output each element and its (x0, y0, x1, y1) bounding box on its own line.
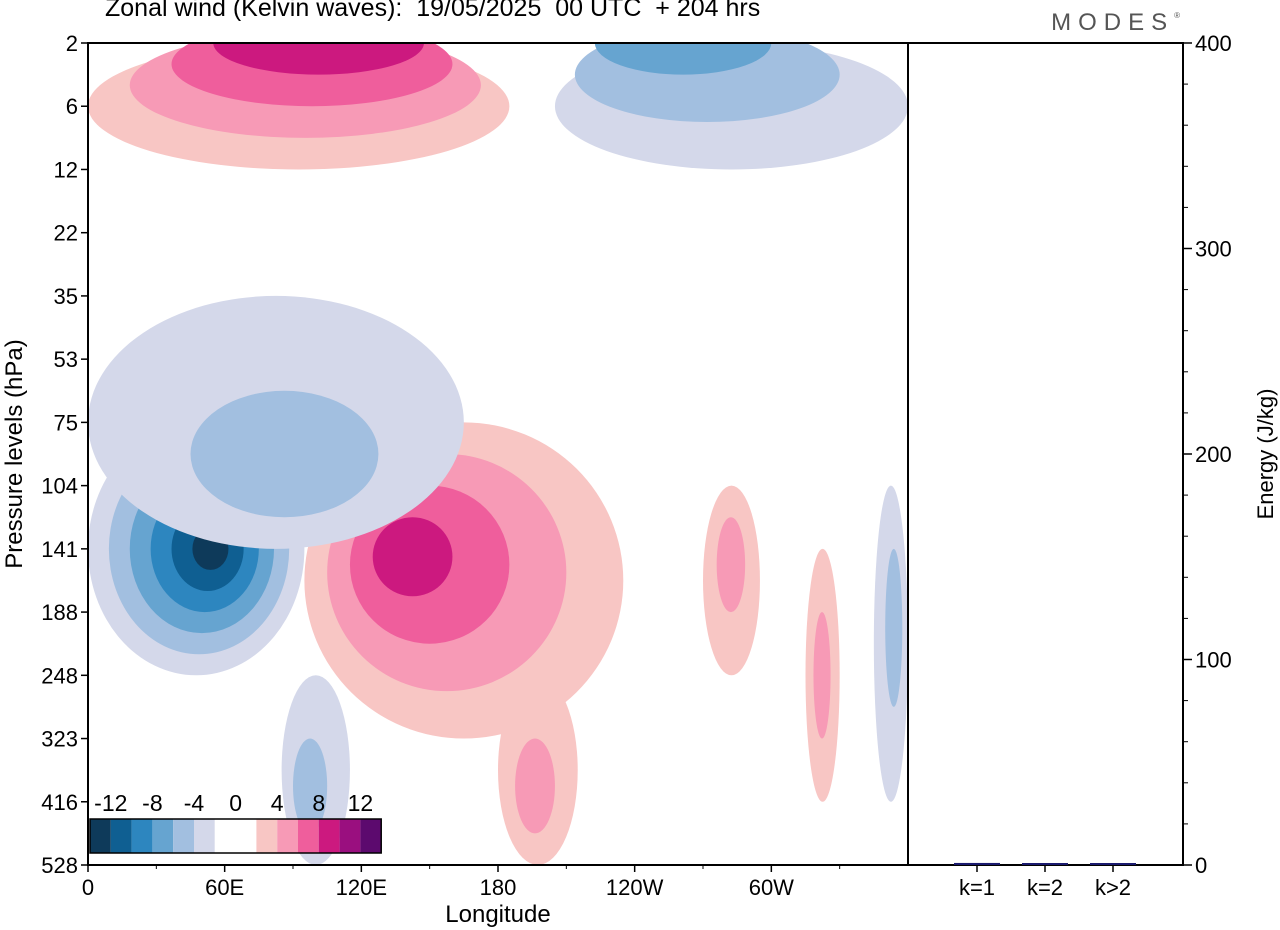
energy-tick-label: 0 (1195, 853, 1207, 878)
wind-anomaly-negative-10 (554, 0, 908, 170)
y-tick-label: 6 (66, 94, 78, 119)
wind-anomaly-positive-9 (88, 0, 510, 170)
energy-tick-label: 200 (1195, 442, 1232, 467)
energy-tick-label: 100 (1195, 648, 1232, 673)
energy-category-label: k=2 (1027, 875, 1063, 900)
energy-axis-label: Energy (J/kg) (1253, 389, 1278, 520)
colorbar-swatch (90, 819, 111, 853)
colorbar-swatch (256, 819, 278, 853)
contour-level--4 (885, 548, 903, 707)
wind-anomaly-negative-4 (281, 675, 350, 865)
wind-anomaly-negative-8 (873, 485, 908, 802)
y-tick-label: 104 (41, 474, 78, 499)
colorbar-label: 4 (271, 790, 284, 816)
wind-anomaly-negative-1 (88, 422, 305, 676)
colorbar-swatch (131, 819, 153, 853)
colorbar-swatch (339, 819, 361, 853)
energy-category-label: k>2 (1095, 875, 1131, 900)
contour-level-4 (515, 738, 555, 834)
colorbar-label: 12 (348, 790, 374, 816)
y-tick-label: 141 (41, 537, 78, 562)
energy-tick-label: 400 (1195, 31, 1232, 56)
energy-axis: 0 100 200 300 400 (1183, 31, 1232, 878)
colorbar-swatch (277, 819, 298, 853)
wind-anomaly-positive-6 (805, 548, 840, 802)
contour-level--4 (574, 43, 840, 123)
x-axis-label: Longitude (445, 901, 550, 928)
colorbar-swatch (110, 819, 132, 853)
y-tick-label: 323 (41, 727, 78, 752)
contour-level--4 (293, 738, 328, 834)
colorbar-border (89, 818, 382, 854)
colorbar-swatch (214, 819, 236, 853)
y-tick-label: 528 (41, 853, 78, 878)
pressure-axis: 2 6 12 22 35 53 75 104 141 188 248 323 416 528 (41, 31, 88, 878)
energy-tick-label: 300 (1195, 237, 1232, 262)
colorbar-label: -8 (142, 790, 162, 816)
page-title: Zonal wind (Kelvin waves): 19/05/2025 00… (105, 0, 761, 22)
brand-logo: MODES® (1051, 9, 1180, 37)
colorbar-swatch (152, 819, 174, 853)
energy-category-label: k=1 (959, 875, 995, 900)
colorbar-label: -12 (94, 790, 127, 816)
y-axis-label: Pressure levels (hPa) (1, 339, 28, 568)
contour-level-4 (813, 612, 831, 739)
y-tick-label: 248 (41, 663, 78, 688)
x-tick-label: 180 (480, 875, 517, 900)
wind-anomaly-positive-5 (498, 675, 578, 865)
contour-level--8 (615, 0, 703, 27)
energy-bars: k=1 k=2 k>2 (954, 862, 1136, 900)
colorbar-swatch (298, 819, 319, 853)
x-tick-label: 60E (205, 875, 244, 900)
wind-field (88, 0, 908, 865)
colorbar-label: 8 (312, 790, 325, 816)
colorbar-swatch (194, 819, 215, 853)
colorbar-legend: -12 -8 -4 0 4 8 12 (89, 790, 382, 854)
contour-level-4 (716, 517, 746, 613)
colorbar-swatch (235, 819, 257, 853)
energy-bar (1022, 863, 1068, 865)
y-tick-label: 2 (66, 31, 78, 56)
energy-bar (954, 862, 1000, 865)
contour-level-10 (255, 1, 395, 43)
registered-mark: ® (1174, 11, 1180, 20)
colorbar-label: -4 (184, 790, 205, 816)
x-tick-label: 120E (336, 875, 387, 900)
colorbar-swatch (360, 819, 382, 853)
y-tick-label: 53 (54, 347, 78, 372)
energy-bar (1090, 863, 1136, 865)
x-tick-label: 0 (82, 875, 94, 900)
brand-name: MODES (1051, 9, 1175, 36)
contour-level--4 (190, 390, 379, 518)
y-tick-label: 416 (41, 790, 78, 815)
wind-anomaly-positive-7 (703, 485, 760, 676)
y-tick-label: 22 (54, 221, 78, 246)
colorbar-swatch (318, 819, 340, 853)
contour-level-12 (297, 0, 367, 11)
y-tick-label: 188 (41, 600, 78, 625)
contour-level--6 (594, 43, 772, 75)
contour-level-8 (213, 43, 424, 75)
y-tick-label: 35 (54, 284, 78, 309)
colorbar-swatch (173, 819, 194, 853)
y-tick-label: 75 (54, 410, 78, 435)
x-tick-label: 60W (749, 875, 794, 900)
colorbar-label: 0 (229, 790, 242, 816)
contour-level-8 (372, 517, 453, 597)
longitude-axis: 0 60E 120E 180 120W 60W (82, 865, 841, 900)
energy-plot-frame (907, 42, 1184, 866)
y-tick-label: 12 (54, 157, 78, 182)
wind-anomaly-negative-3 (88, 295, 464, 549)
x-tick-label: 120W (606, 875, 664, 900)
